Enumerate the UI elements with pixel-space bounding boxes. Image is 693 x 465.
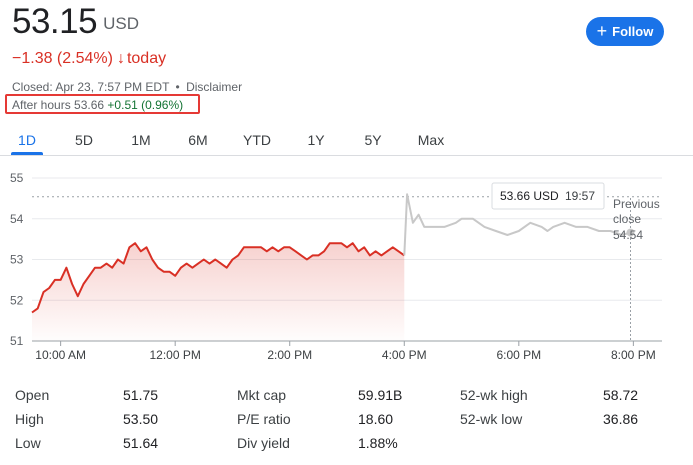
- x-tick-label: 2:00 PM: [267, 348, 312, 362]
- tooltip-time: 19:57: [565, 189, 595, 203]
- after-hours-price: 53.66: [74, 98, 105, 112]
- stat-label: P/E ratio: [237, 411, 291, 427]
- after-hours-label: After hours: [12, 98, 71, 112]
- stat-value: 53.50: [123, 411, 159, 427]
- regular-session-area: [32, 243, 405, 341]
- price-chart[interactable]: 55 54 53 52 51 10:00 AM 12:00 PM 2:00 PM 4:00 P…: [0, 160, 693, 372]
- follow-label: Follow: [612, 24, 654, 39]
- stat-label: 52-wk high: [460, 387, 528, 403]
- x-tick-label: 6:00 PM: [496, 348, 541, 362]
- previous-close-line2: close: [613, 212, 641, 226]
- tab-1m[interactable]: 1M: [131, 132, 151, 148]
- x-tick-label: 10:00 AM: [35, 348, 86, 362]
- separator-dot: •: [175, 80, 180, 94]
- y-tick-label: 52: [10, 293, 24, 307]
- previous-close-value: 54.54: [613, 228, 643, 242]
- previous-close-line1: Previous: [613, 197, 660, 211]
- tab-divider: [0, 155, 693, 156]
- stat-label: Div yield: [237, 435, 290, 451]
- currency-code: USD: [103, 14, 139, 33]
- stat-label: High: [15, 411, 44, 427]
- x-tick-label: 12:00 PM: [149, 348, 200, 362]
- stat-value: 51.64: [123, 435, 159, 451]
- tooltip-point: [626, 228, 635, 237]
- current-price: 53.15: [12, 2, 98, 41]
- stat-value: 18.60: [358, 411, 394, 427]
- plus-icon: +: [596, 20, 608, 41]
- tab-5d[interactable]: 5D: [75, 132, 93, 148]
- tab-5y[interactable]: 5Y: [364, 132, 382, 148]
- change-value: −1.38 (2.54%): [12, 50, 113, 67]
- stat-value: 36.86: [603, 411, 639, 427]
- stats-row: Open 51.75 Mkt cap 59.91B 52-wk high 58.…: [0, 387, 693, 411]
- y-tick-label: 51: [10, 334, 24, 348]
- stats-row: Low 51.64 Div yield 1.88%: [0, 435, 693, 459]
- price-tooltip: 53.66 USD 19:57: [491, 182, 605, 210]
- tab-max[interactable]: Max: [417, 132, 445, 148]
- series-line-after-hours: [403, 193, 631, 256]
- tab-1d[interactable]: 1D: [7, 127, 47, 155]
- after-hours-change: +0.51 (0.96%): [107, 98, 184, 112]
- x-tick-label: 4:00 PM: [382, 348, 427, 362]
- x-tick-label: 8:00 PM: [611, 348, 656, 362]
- tab-ytd[interactable]: YTD: [243, 132, 271, 148]
- arrow-down-icon: ↓: [116, 50, 125, 67]
- after-hours-box: After hours 53.66 +0.51 (0.96%): [5, 94, 200, 114]
- price-change: −1.38 (2.54%) ↓ today: [12, 50, 166, 68]
- closed-time: Closed: Apr 23, 7:57 PM EDT: [12, 80, 170, 94]
- tooltip-price: 53.66 USD: [500, 189, 559, 203]
- tab-6m[interactable]: 6M: [188, 132, 208, 148]
- y-tick-label: 54: [10, 212, 24, 226]
- market-status: Closed: Apr 23, 7:57 PM EDT • Disclaimer: [12, 80, 242, 94]
- stat-label: Low: [15, 435, 41, 451]
- series-line-regular: [31, 242, 405, 314]
- y-axis-labels: 55 54 53 52 51: [10, 171, 24, 348]
- follow-button[interactable]: + Follow: [586, 17, 664, 46]
- stat-value: 58.72: [603, 387, 639, 403]
- range-tabs: 1D 5D 1M 6M YTD 1Y 5Y Max: [0, 127, 693, 155]
- stats-row: High 53.50 P/E ratio 18.60 52-wk low 36.…: [0, 411, 693, 435]
- change-period: today: [126, 50, 167, 67]
- stat-value: 59.91B: [358, 387, 403, 403]
- stat-value: 51.75: [123, 387, 159, 403]
- disclaimer-link[interactable]: Disclaimer: [186, 80, 243, 94]
- quote-price-block: 53.15 USD: [12, 2, 139, 42]
- x-axis-labels: 10:00 AM 12:00 PM 2:00 PM 4:00 PM 6:00 PM 8:0…: [35, 341, 656, 362]
- stat-label: Mkt cap: [237, 387, 287, 403]
- previous-close-label: Previous close 54.54: [613, 197, 660, 242]
- y-tick-label: 53: [10, 253, 24, 267]
- stat-value: 1.88%: [358, 435, 398, 451]
- y-tick-label: 55: [10, 171, 24, 185]
- stat-label: Open: [15, 387, 50, 403]
- stat-label: 52-wk low: [460, 411, 523, 427]
- tab-1y[interactable]: 1Y: [307, 132, 325, 148]
